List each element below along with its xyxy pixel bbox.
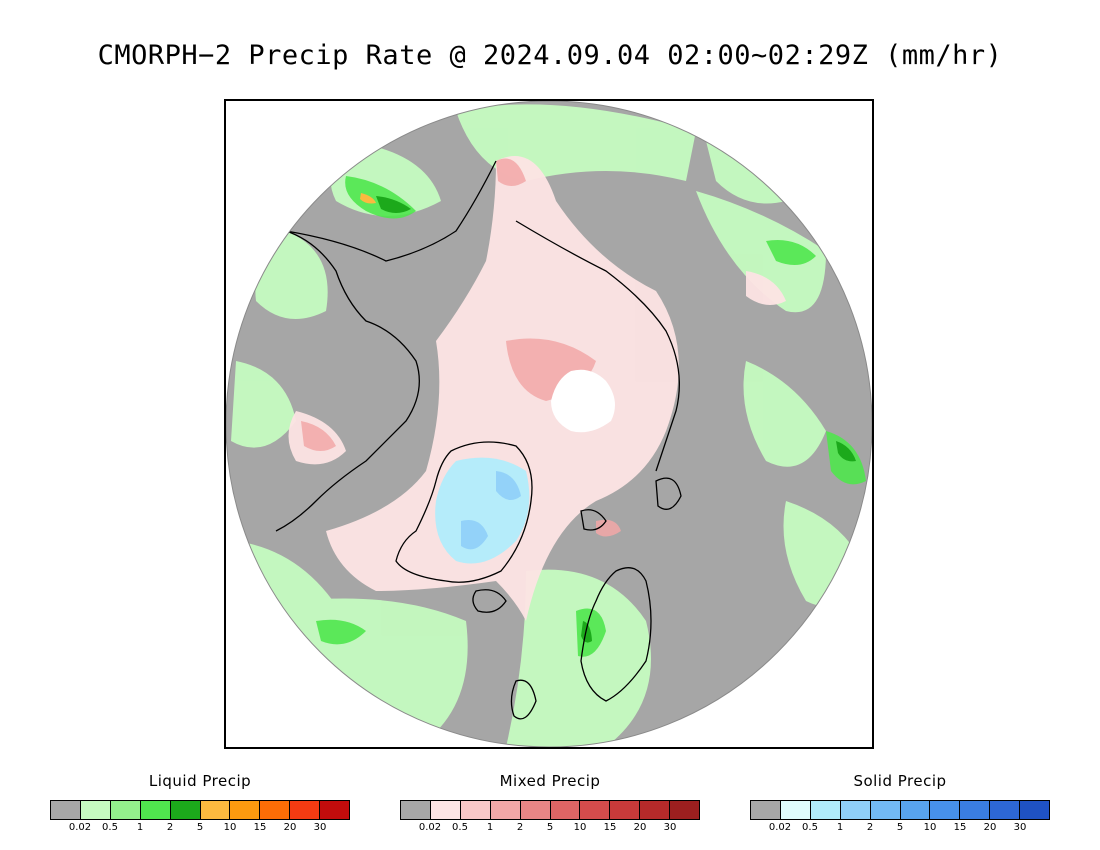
legend-tick-label: 0.02 [418, 822, 442, 833]
novaya-zemlya-coast [655, 477, 682, 510]
legend-tick-label: 20 [633, 822, 647, 833]
legend-tick-label: 1 [836, 822, 844, 833]
legend-tick-label: 1 [486, 822, 494, 833]
solid-precip-medium [461, 471, 521, 550]
liquid-precip-orange [360, 193, 376, 204]
legend-mixed-ticks: 0.02 0.5 1 2 5 10 15 20 30 [400, 822, 700, 836]
legend-swatch [870, 801, 901, 819]
legend-swatch [640, 801, 671, 819]
legend-swatch [140, 801, 171, 819]
legend-solid: Solid Precip 0.02 0.5 1 2 5 10 15 20 30 [750, 772, 1050, 836]
legend-swatch [780, 801, 811, 819]
legend-tick-label: 5 [546, 822, 554, 833]
legend-tick-label: 0.5 [452, 822, 468, 833]
legend-swatch [260, 801, 291, 819]
legend-swatch [290, 801, 321, 819]
legend-tick-label: 0.5 [102, 822, 118, 833]
legend-tick-label: 15 [953, 822, 967, 833]
legend-swatch [200, 801, 231, 819]
svalbard-coast [580, 509, 607, 531]
legend-tick-label: 30 [1013, 822, 1027, 833]
polar-precip-map [226, 101, 872, 747]
legend-swatch [610, 801, 641, 819]
coastlines [275, 160, 682, 720]
legend-swatch [80, 801, 111, 819]
legend-liquid-colorbar [50, 800, 350, 820]
legend-tick-label: 10 [923, 822, 937, 833]
legend-swatch [110, 801, 141, 819]
legend-swatch [490, 801, 521, 819]
legend-swatch [1020, 801, 1050, 819]
legend-swatch [520, 801, 551, 819]
legend-tick-label: 30 [663, 822, 677, 833]
legend-tick-label: 2 [866, 822, 874, 833]
legend-tick-label: 5 [896, 822, 904, 833]
legend-tick-label: 0.02 [68, 822, 92, 833]
legend-tick-label: 10 [573, 822, 587, 833]
legend-solid-colorbar [750, 800, 1050, 820]
legend-tick-label: 5 [196, 822, 204, 833]
legend-mixed-title: Mixed Precip [499, 772, 601, 790]
legend-swatch [580, 801, 611, 819]
legend-swatch [170, 801, 201, 819]
map-title: CMORPH−2 Precip Rate @ 2024.09.04 02:00~… [97, 40, 1003, 71]
legend-swatch [51, 801, 81, 819]
alaska-coast [285, 160, 497, 262]
legend-swatch [990, 801, 1021, 819]
legend-swatch [320, 801, 350, 819]
scandinavia-coast [580, 567, 652, 702]
legend-swatch [930, 801, 961, 819]
legend-tick-label: 2 [516, 822, 524, 833]
legend-swatch [460, 801, 491, 819]
legend-swatch [430, 801, 461, 819]
legend-solid-ticks: 0.02 0.5 1 2 5 10 15 20 30 [750, 822, 1050, 836]
greenland-coastline [395, 441, 533, 583]
legend-tick-label: 1 [136, 822, 144, 833]
britain-coast [510, 679, 537, 720]
legend-tick-label: 20 [283, 822, 297, 833]
legend-mixed: Mixed Precip 0.02 0.5 1 2 5 10 15 20 30 [400, 772, 700, 836]
legend-swatch [751, 801, 781, 819]
legend-swatch [900, 801, 931, 819]
legend-liquid: Liquid Precip 0.02 0.5 1 2 5 10 15 20 30 [50, 772, 350, 836]
legend-liquid-title: Liquid Precip [148, 772, 252, 790]
iceland-coast [472, 589, 507, 613]
legend-tick-label: 15 [603, 822, 617, 833]
legend-swatch [230, 801, 261, 819]
legend-swatch [401, 801, 431, 819]
siberia-coast [515, 220, 680, 472]
legend-tick-label: 30 [313, 822, 327, 833]
legend-swatch [960, 801, 991, 819]
legend-tick-label: 20 [983, 822, 997, 833]
map-frame [224, 99, 874, 749]
legend-tick-label: 0.5 [802, 822, 818, 833]
canadian-archipelago-coast [275, 230, 420, 532]
legend-swatch [550, 801, 581, 819]
legend-liquid-ticks: 0.02 0.5 1 2 5 10 15 20 30 [50, 822, 350, 836]
legend-mixed-colorbar [400, 800, 700, 820]
legend-tick-label: 0.02 [768, 822, 792, 833]
legend-swatch [810, 801, 841, 819]
legend-tick-label: 15 [253, 822, 267, 833]
legend-solid-title: Solid Precip [853, 772, 947, 790]
legend-swatch [670, 801, 700, 819]
polar-no-data-hole [551, 369, 615, 433]
legend-tick-label: 2 [166, 822, 174, 833]
legend-swatch [840, 801, 871, 819]
legend-tick-label: 10 [223, 822, 237, 833]
